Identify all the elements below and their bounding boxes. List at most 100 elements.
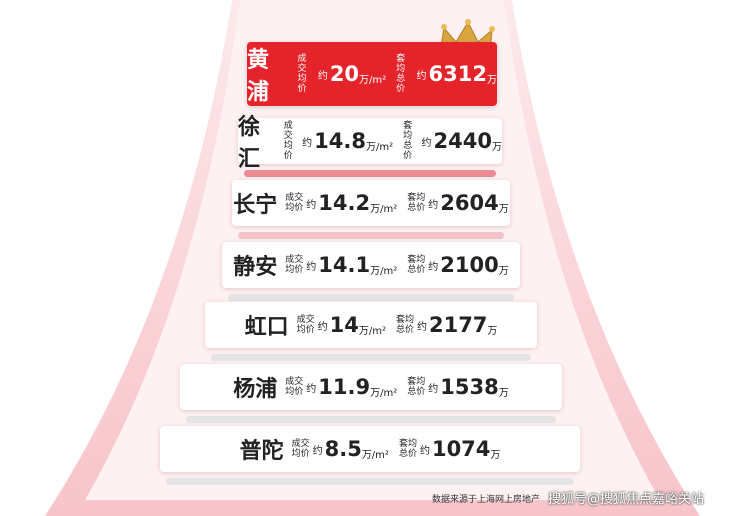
total-value: 1538 xyxy=(440,375,499,399)
approx: 约 xyxy=(428,383,439,395)
approx: 约 xyxy=(306,383,317,395)
total-value: 2440 xyxy=(433,129,492,153)
total-value: 6312 xyxy=(428,62,487,86)
label-line: 套均 xyxy=(407,255,426,265)
price-label: 成交 均价 xyxy=(285,377,303,397)
price-unit: 万/m² xyxy=(365,141,394,153)
approx: 约 xyxy=(416,70,427,82)
total-value: 2100 xyxy=(440,253,499,277)
label-line: 均价 xyxy=(285,387,304,397)
rank-row: 静安 成交 均价约 14.1 万/m² 套均 总价约 2100 万 xyxy=(222,242,520,288)
total-label: 套均 总价 xyxy=(407,193,425,213)
total-value: 2177 xyxy=(428,313,488,337)
label-line: 总价 xyxy=(407,203,426,213)
approx: 约 xyxy=(421,137,432,149)
label-line: 套均 xyxy=(403,121,413,141)
total-unit: 万 xyxy=(490,449,501,461)
total-unit: 万 xyxy=(498,265,509,277)
district: 杨浦 xyxy=(233,377,278,402)
label-line: 均价 xyxy=(291,449,310,459)
label-line: 成交 xyxy=(283,121,293,141)
approx: 约 xyxy=(317,321,328,333)
approx: 约 xyxy=(306,261,317,273)
price-unit: 万/m² xyxy=(358,325,386,337)
price-value: 14.1 xyxy=(318,253,371,277)
approx: 约 xyxy=(306,199,317,211)
underbar xyxy=(228,294,514,301)
label-line: 总价 xyxy=(395,325,414,335)
total-unit: 万 xyxy=(487,325,498,337)
label-line: 成交 xyxy=(296,315,315,325)
total-label: 套均 总价 xyxy=(399,439,417,459)
total-label: 套均 总价 xyxy=(396,315,414,335)
label-line: 套均 xyxy=(398,439,417,449)
label-line: 套均 xyxy=(407,193,426,203)
rank-row: 黄浦 成交 均价约 20 万/m² 套均 总价约 6312 万 xyxy=(247,42,497,106)
district: 静安 xyxy=(233,255,278,280)
label-line: 成交 xyxy=(285,193,304,203)
district: 黄浦 xyxy=(247,48,270,105)
underbar xyxy=(211,354,531,361)
price-unit: 万/m² xyxy=(370,203,398,215)
label-line: 成交 xyxy=(285,255,304,265)
label-line: 均价 xyxy=(285,203,304,213)
label-line: 总价 xyxy=(403,141,413,161)
label-line: 均价 xyxy=(285,265,304,275)
label-line: 总价 xyxy=(398,449,417,459)
label-line: 成交 xyxy=(291,439,310,449)
price-label: 成交 均价 xyxy=(284,121,299,161)
approx: 约 xyxy=(312,445,323,457)
label-line: 均价 xyxy=(297,74,307,94)
total-label: 套均 总价 xyxy=(407,255,425,275)
price-value: 11.9 xyxy=(318,375,371,399)
price-label: 成交 均价 xyxy=(297,315,315,335)
total-unit: 万 xyxy=(498,387,509,399)
price-unit: 万/m² xyxy=(361,449,389,461)
label-line: 成交 xyxy=(297,54,307,74)
district: 长宁 xyxy=(233,193,278,218)
label-line: 套均 xyxy=(395,315,414,325)
total-label: 套均 总价 xyxy=(403,121,418,161)
label-line: 均价 xyxy=(296,325,315,335)
rank-row: 杨浦 成交 均价约 11.9 万/m² 套均 总价约 1538 万 xyxy=(180,364,562,410)
price-value: 14.8 xyxy=(314,129,366,153)
approx: 约 xyxy=(416,321,427,333)
approx: 约 xyxy=(302,137,313,149)
price-unit: 万/m² xyxy=(370,387,398,399)
approx: 约 xyxy=(419,445,430,457)
rank-row: 虹口 成交 均价约 14 万/m² 套均 总价约 2177 万 xyxy=(205,302,537,348)
watermark: 搜狐号@搜狐焦点嘉峪关站 xyxy=(548,492,705,507)
underbar xyxy=(244,170,496,177)
price-unit: 万/m² xyxy=(359,74,387,86)
source-note: 数据来源于上海网上房地产 xyxy=(432,495,541,505)
total-value: 1074 xyxy=(431,437,491,461)
rank-row: 徐汇 成交 均价约 14.8 万/m² 套均 总价约 2440 万 xyxy=(238,115,502,172)
price-value: 8.5 xyxy=(324,437,362,461)
approx: 约 xyxy=(317,70,328,82)
price-label: 成交 均价 xyxy=(285,193,303,213)
rank-row: 普陀 成交 均价约 8.5 万/m² 套均 总价约 1074 万 xyxy=(160,426,580,472)
total-unit: 万 xyxy=(487,74,497,86)
label-line: 套均 xyxy=(396,54,406,74)
label-line: 总价 xyxy=(407,265,426,275)
total-label: 套均 总价 xyxy=(396,54,413,94)
label-line: 总价 xyxy=(396,74,406,94)
underbar xyxy=(166,478,574,485)
price-unit: 万/m² xyxy=(370,265,398,277)
label-line: 成交 xyxy=(285,377,304,387)
price-label: 成交 均价 xyxy=(285,255,303,275)
label-line: 均价 xyxy=(283,141,293,161)
price-value: 14.2 xyxy=(318,191,371,215)
district: 普陀 xyxy=(239,439,284,464)
underbar xyxy=(238,232,504,239)
district: 虹口 xyxy=(244,315,289,340)
underbar xyxy=(186,416,556,423)
approx: 约 xyxy=(428,261,439,273)
total-unit: 万 xyxy=(498,203,509,215)
approx: 约 xyxy=(428,199,439,211)
price-value: 20 xyxy=(329,62,360,86)
total-label: 套均 总价 xyxy=(407,377,425,397)
rank-row: 长宁 成交 均价约 14.2 万/m² 套均 总价约 2604 万 xyxy=(232,180,510,226)
label-line: 套均 xyxy=(407,377,426,387)
